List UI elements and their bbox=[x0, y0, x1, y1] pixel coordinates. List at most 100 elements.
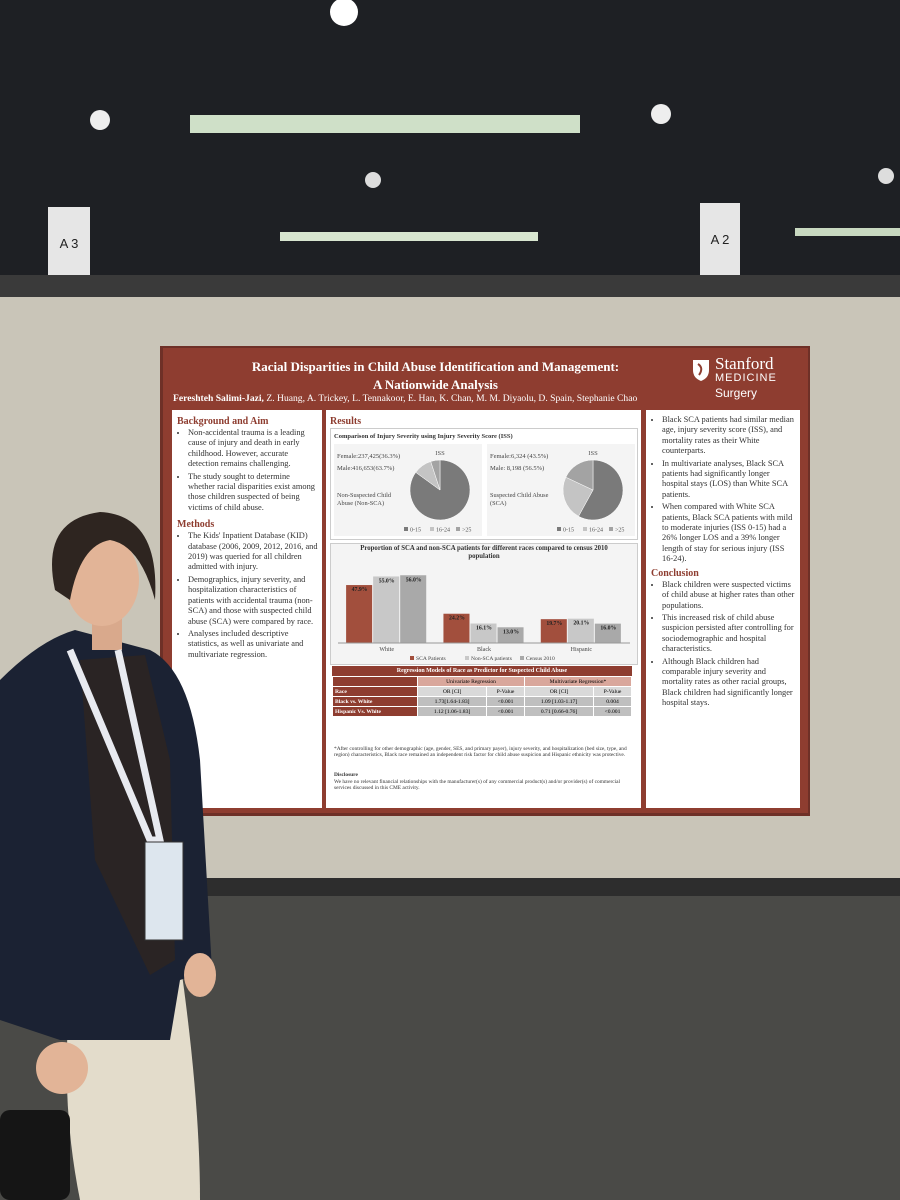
bullet: Demographics, injury severity, and hospi… bbox=[188, 575, 318, 627]
lamp bbox=[365, 172, 381, 188]
bullet-list: Non-accidental trauma is a leading cause… bbox=[177, 428, 318, 513]
bar bbox=[497, 627, 524, 643]
logo-name: Stanford bbox=[715, 354, 774, 373]
cell: <0.001 bbox=[486, 696, 525, 707]
cell: <0.001 bbox=[486, 706, 525, 717]
section-heading: Conclusion bbox=[651, 567, 699, 579]
group-label: Suspected Child Abuse (SCA) bbox=[490, 492, 549, 507]
group-header: Multivariate Regression* bbox=[524, 676, 632, 687]
sign: A 2 bbox=[711, 232, 730, 247]
value-label: 16.0% bbox=[600, 626, 616, 632]
bar bbox=[373, 576, 400, 643]
poster: Racial Disparities in Child Abuse Identi… bbox=[163, 348, 808, 813]
lamp bbox=[878, 168, 894, 184]
column-header: P-Value bbox=[486, 686, 525, 697]
value-label: 56.0% bbox=[406, 577, 422, 583]
legend-swatch bbox=[557, 527, 561, 531]
legend-label: Non-SCA patients bbox=[471, 656, 512, 662]
cell: 0.004 bbox=[593, 696, 632, 707]
chart-title: Proportion of SCA and non-SCA patients f… bbox=[360, 545, 608, 560]
category-label: Black bbox=[477, 647, 491, 653]
authors: Z. Huang, A. Trickey, L. Tennakoor, E. H… bbox=[266, 393, 638, 404]
male-count: Male: 8,198 (56.5%) bbox=[490, 465, 544, 472]
bar bbox=[567, 618, 594, 643]
group-label-box: Non-Suspected Child Abuse (Non-SCA) bbox=[337, 492, 392, 507]
cell: 1.09 [1.03-1.17] bbox=[523, 696, 595, 707]
legend-label: >25 bbox=[462, 528, 471, 534]
section-heading: Results bbox=[330, 416, 362, 427]
bar bbox=[400, 575, 427, 643]
value-label: 24.2% bbox=[449, 616, 465, 622]
female-count: Female:6,324 (43.5%) bbox=[490, 453, 548, 460]
cell: <0.001 bbox=[593, 706, 632, 717]
lamp bbox=[651, 104, 671, 124]
cell: 1.12 [1.06-1.83] bbox=[417, 706, 488, 717]
cell: 0.71 [0.66-0.76] bbox=[523, 706, 595, 717]
pie-slice bbox=[565, 459, 594, 491]
column-header: Race bbox=[331, 686, 419, 697]
ceiling bbox=[0, 0, 900, 285]
bullet: The study sought to determine whether ra… bbox=[188, 472, 318, 514]
author-lead: Fereshteh Salimi-Jazi, bbox=[173, 393, 264, 404]
bullet: Analyses included descriptive statistics… bbox=[188, 629, 318, 660]
ceiling-light bbox=[280, 232, 538, 241]
logo-shield bbox=[693, 360, 709, 381]
panel-title: Comparison of Injury Severity using Inju… bbox=[334, 433, 513, 440]
group-header: Univariate Regression bbox=[417, 676, 525, 687]
bar bbox=[594, 623, 621, 643]
chart-title-box: Proportion of SCA and non-SCA patients f… bbox=[360, 545, 608, 560]
legend-label: 0-15 bbox=[563, 528, 574, 534]
value-label: 16.1% bbox=[476, 626, 492, 632]
floor bbox=[0, 896, 900, 1200]
legend-label: Census 2010 bbox=[526, 656, 555, 662]
pie-slice bbox=[578, 459, 624, 521]
column-header: P-Value bbox=[593, 686, 632, 697]
section-heading: Methods bbox=[177, 519, 215, 531]
value-label: 55.0% bbox=[379, 578, 395, 584]
bullet-list: Black children were suspected victims of… bbox=[651, 580, 796, 709]
poster-subtitle: A Nationwide Analysis bbox=[373, 377, 498, 392]
logo-dept: Surgery bbox=[715, 386, 758, 400]
bar-chart: Proportion of SCA and non-SCA patients f… bbox=[330, 543, 638, 665]
disclosure-heading: Disclosure bbox=[334, 772, 358, 778]
lamp bbox=[330, 0, 358, 26]
female-count: Female:237,425(36.3%) bbox=[337, 453, 400, 460]
table-row: Univariate Regression Multivariate Regres… bbox=[331, 676, 632, 687]
pillar bbox=[48, 207, 90, 275]
legend-label: SCA Patients bbox=[416, 656, 446, 662]
footnote: *After controlling for other demographic… bbox=[334, 746, 627, 759]
pillar bbox=[700, 203, 740, 275]
bullet: Although Black children had comparable i… bbox=[662, 657, 796, 709]
cell: 1.73[1.64-1.83] bbox=[417, 696, 488, 707]
left-column: Background and Aim Non-accidental trauma… bbox=[172, 410, 322, 808]
legend-swatch bbox=[520, 656, 524, 660]
bullet: Black children were suspected victims of… bbox=[662, 580, 796, 611]
poster-title: Racial Disparities in Child Abuse Identi… bbox=[251, 359, 620, 374]
logo-sub: MEDICINE bbox=[715, 372, 777, 384]
bullet: Black SCA patients had similar median ag… bbox=[662, 415, 796, 457]
sign: A 3 bbox=[60, 236, 79, 251]
right-column: Black SCA patients had similar median ag… bbox=[646, 410, 800, 808]
legend-swatch bbox=[410, 656, 414, 660]
table-row: Race OR [CI] P-Value OR [CI] P-Value bbox=[331, 686, 632, 697]
legend-swatch bbox=[430, 527, 434, 531]
table: Univariate Regression Multivariate Regres… bbox=[331, 676, 632, 717]
group-label: Non-Suspected Child Abuse (Non-SCA) bbox=[337, 492, 392, 507]
table-row: Black vs. White 1.73[1.64-1.83] <0.001 1.09… bbox=[331, 696, 632, 707]
legend-label: >25 bbox=[615, 528, 624, 534]
bar bbox=[346, 585, 373, 643]
bar bbox=[443, 613, 470, 643]
group-label-box: Suspected Child Abuse (SCA) bbox=[490, 492, 549, 507]
value-label: 20.1% bbox=[573, 621, 589, 627]
cell bbox=[331, 676, 419, 687]
cell: Black vs. White bbox=[331, 696, 419, 707]
iss-panel: Comparison of Injury Severity using Inju… bbox=[330, 428, 638, 540]
ceiling-light bbox=[190, 115, 580, 133]
category-label: White bbox=[379, 647, 394, 653]
legend-swatch bbox=[456, 527, 460, 531]
legend-swatch bbox=[404, 527, 408, 531]
wall-base bbox=[205, 878, 900, 896]
section-heading: Background and Aim bbox=[177, 416, 269, 427]
legend-swatch bbox=[465, 656, 469, 660]
pie-label: ISS bbox=[588, 450, 598, 457]
